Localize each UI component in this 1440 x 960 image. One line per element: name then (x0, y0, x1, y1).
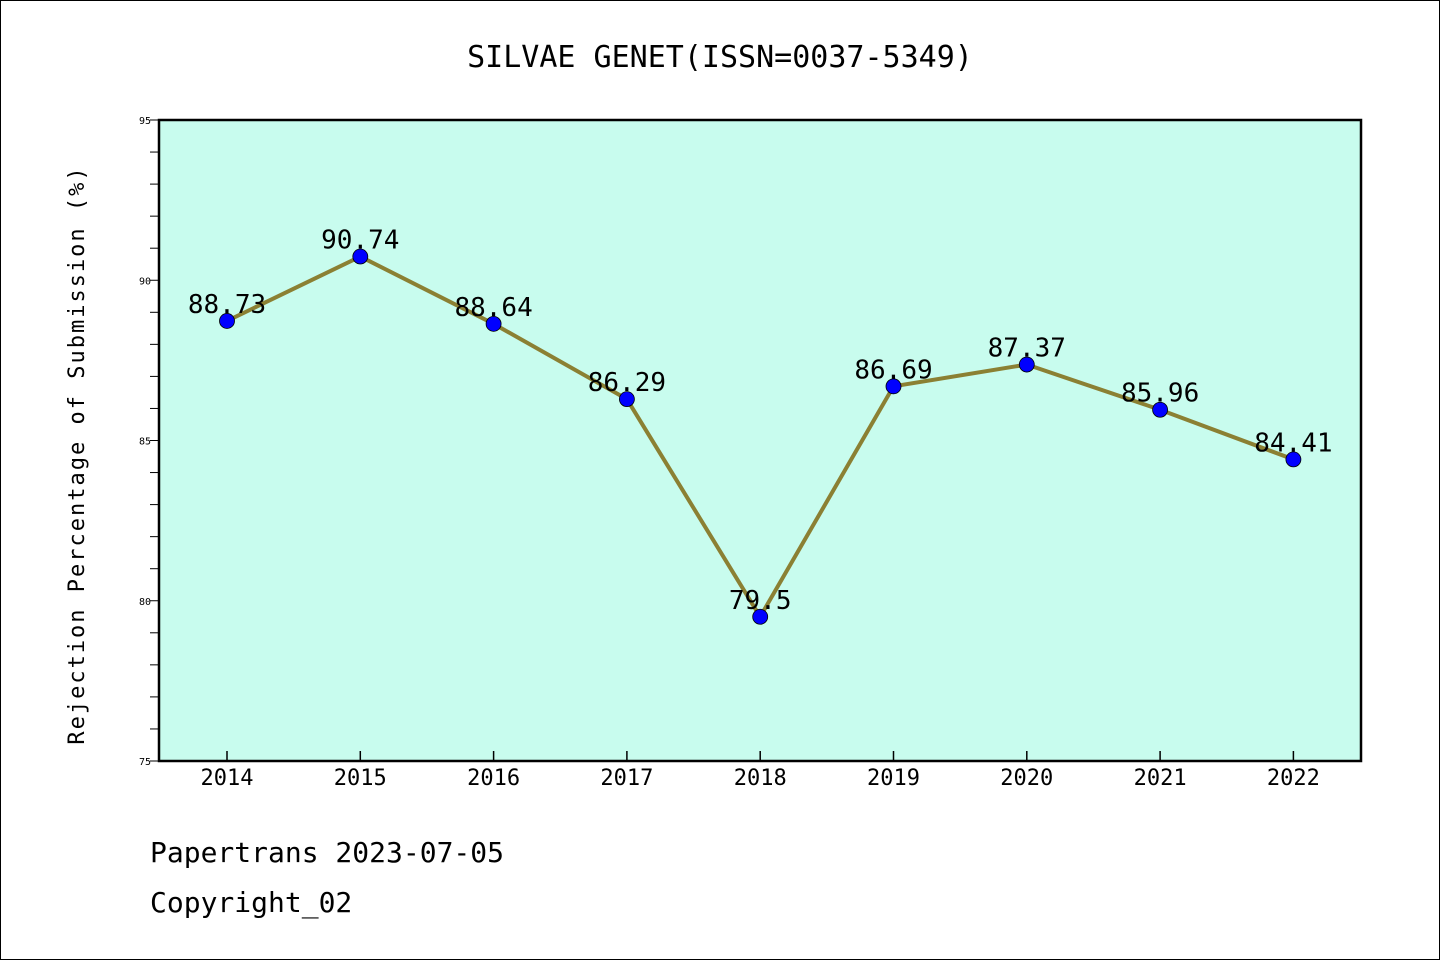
x-tick-label: 2017 (600, 766, 653, 791)
data-point (219, 313, 235, 329)
y-tick-label: 80 (139, 597, 151, 608)
data-point (752, 608, 769, 625)
data-label: 86.69 (854, 355, 932, 385)
data-label: 87.37 (988, 334, 1066, 364)
data-label: 85.96 (1121, 379, 1199, 409)
y-tick-label: 75 (139, 757, 151, 768)
data-point (485, 315, 502, 332)
chart-title: SILVAE GENET(ISSN=0037-5349) (467, 40, 973, 75)
x-tick-label: 2019 (867, 766, 920, 791)
data-point (1018, 356, 1035, 373)
x-tick-label: 2015 (334, 766, 387, 791)
data-point (352, 248, 369, 265)
data-point (619, 391, 635, 408)
plot-area (159, 120, 1361, 761)
x-tick-label: 2018 (734, 766, 787, 791)
x-axis-ticks: 2014 2015 2016 2017 2018 2019 2020 2021 2022 (201, 751, 1320, 791)
data-point (1285, 451, 1302, 468)
data-label: 86.29 (588, 368, 666, 398)
x-tick-label: 2020 (1000, 766, 1053, 791)
x-tick-label: 2022 (1267, 766, 1320, 791)
y-axis-label: Rejection Percentage of Submission (%) (65, 165, 90, 744)
data-label: 90.74 (321, 226, 399, 256)
data-point (1152, 401, 1168, 418)
footer-copyright: Copyright_02 (150, 886, 353, 919)
series-layer: 88.73 90.74 88.64 86.29 79.5 86.69 87.37 85.96 8… (188, 226, 1333, 625)
x-tick-label: 2014 (201, 766, 254, 791)
x-tick-label: 2021 (1134, 766, 1187, 791)
x-tick-label: 2016 (467, 766, 520, 791)
y-tick-label: 95 (139, 116, 151, 127)
y-axis-ticks: 75 80 85 90 95 (139, 116, 151, 768)
data-label: 88.73 (188, 290, 266, 320)
data-point (885, 378, 902, 395)
plot-border (157, 118, 1363, 763)
data-label: 88.64 (454, 293, 532, 323)
data-label: 79.5 (729, 586, 792, 616)
data-label: 84.41 (1254, 428, 1332, 458)
y-minor-ticks (150, 119, 159, 762)
y-tick-label: 90 (139, 276, 151, 287)
y-tick-label: 85 (139, 437, 151, 448)
footer-date: Papertrans 2023-07-05 (150, 836, 505, 869)
